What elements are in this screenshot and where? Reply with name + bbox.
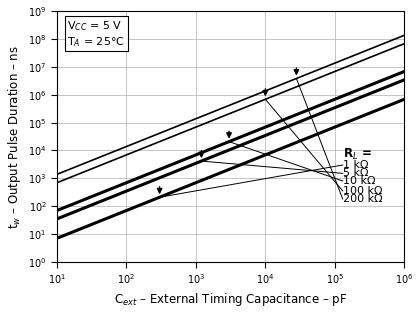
Text: V$_{CC}$ = 5 V
T$_A$ = 25°C: V$_{CC}$ = 5 V T$_A$ = 25°C xyxy=(67,19,125,49)
X-axis label: C$_{ext}$ – External Timing Capacitance – pF: C$_{ext}$ – External Timing Capacitance … xyxy=(114,291,347,308)
Text: 10 kΩ: 10 kΩ xyxy=(343,176,375,186)
Text: R$_L$ =: R$_L$ = xyxy=(343,147,372,162)
Text: 200 kΩ: 200 kΩ xyxy=(343,194,382,204)
Text: 100 kΩ: 100 kΩ xyxy=(343,186,382,196)
Y-axis label: t$_w$ – Output Pulse Duration – ns: t$_w$ – Output Pulse Duration – ns xyxy=(5,45,23,229)
Text: 1 kΩ: 1 kΩ xyxy=(343,160,368,170)
Text: 5 kΩ: 5 kΩ xyxy=(343,168,368,178)
